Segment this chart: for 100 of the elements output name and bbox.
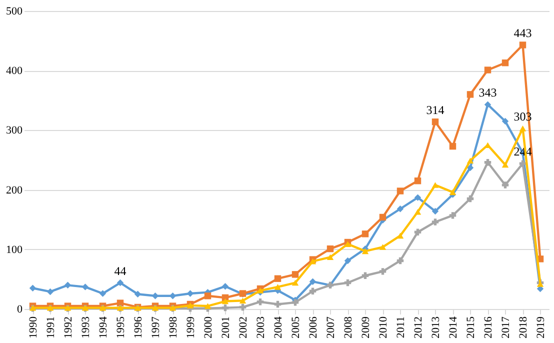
x-tick-label: 2002 bbox=[237, 316, 250, 338]
point bbox=[46, 288, 54, 296]
point bbox=[239, 298, 246, 304]
y-tick-label: 400 bbox=[6, 65, 23, 78]
point bbox=[186, 290, 194, 297]
point bbox=[344, 279, 352, 286]
y-tick-label: 200 bbox=[6, 184, 23, 196]
x-tick-label: 2008 bbox=[342, 316, 354, 338]
point bbox=[292, 299, 299, 306]
x-tick-label: 2019 bbox=[534, 316, 547, 338]
point bbox=[222, 304, 229, 312]
point bbox=[502, 162, 509, 168]
point bbox=[396, 257, 404, 264]
point bbox=[484, 101, 492, 108]
point bbox=[432, 208, 439, 215]
point bbox=[116, 279, 124, 286]
data-label: 443 bbox=[514, 26, 532, 40]
x-tick-label: 2016 bbox=[482, 316, 494, 338]
point bbox=[466, 195, 474, 202]
point bbox=[204, 292, 212, 300]
point bbox=[64, 282, 72, 289]
x-tick-label: 2013 bbox=[430, 316, 442, 338]
x-tick-label: 2015 bbox=[464, 316, 477, 338]
point bbox=[449, 189, 456, 196]
point bbox=[309, 278, 316, 285]
point bbox=[396, 206, 404, 212]
x-tick-label: 2001 bbox=[220, 316, 232, 338]
y-tick-label: 100 bbox=[6, 244, 23, 256]
x-tick-label: 1997 bbox=[150, 316, 162, 338]
point bbox=[432, 182, 439, 188]
point bbox=[466, 158, 474, 164]
point bbox=[222, 298, 229, 304]
point bbox=[396, 232, 404, 239]
point bbox=[502, 118, 509, 125]
x-tick-label: 1998 bbox=[167, 316, 180, 338]
point bbox=[292, 280, 299, 286]
point bbox=[274, 300, 282, 308]
point bbox=[274, 275, 282, 282]
x-tick-label: 2005 bbox=[290, 316, 302, 338]
point bbox=[502, 60, 509, 66]
x-tick-label: 2011 bbox=[394, 316, 407, 338]
x-tick-label: 2003 bbox=[254, 316, 267, 338]
point bbox=[414, 178, 422, 184]
point bbox=[396, 188, 404, 194]
x-tick-label: 1994 bbox=[97, 316, 110, 338]
point bbox=[466, 91, 474, 98]
point bbox=[449, 212, 456, 219]
point bbox=[432, 118, 439, 126]
point bbox=[204, 303, 212, 309]
point bbox=[29, 284, 36, 292]
x-tick-label: 2014 bbox=[447, 316, 460, 338]
point bbox=[502, 182, 509, 188]
point bbox=[519, 42, 526, 48]
point bbox=[169, 292, 176, 300]
point bbox=[484, 159, 492, 166]
point bbox=[414, 208, 422, 215]
x-tick-label: 2018 bbox=[517, 316, 530, 338]
point bbox=[256, 288, 264, 294]
point bbox=[379, 244, 386, 250]
point bbox=[116, 300, 124, 306]
x-tick-label: 2006 bbox=[307, 316, 320, 338]
point bbox=[519, 160, 526, 167]
point bbox=[432, 218, 439, 226]
point bbox=[274, 284, 282, 290]
x-tick-label: 2010 bbox=[377, 316, 390, 338]
point bbox=[292, 271, 299, 278]
point bbox=[326, 245, 334, 252]
point bbox=[466, 164, 474, 172]
point bbox=[222, 283, 229, 290]
point bbox=[362, 230, 369, 238]
x-tick-label: 2000 bbox=[202, 316, 214, 338]
x-tick-label: 2009 bbox=[360, 316, 372, 338]
x-tick-label: 1999 bbox=[184, 316, 197, 338]
point bbox=[449, 142, 456, 150]
y-tick-label: 0 bbox=[17, 304, 23, 316]
data-label: 44 bbox=[114, 264, 126, 278]
point bbox=[344, 257, 352, 264]
point bbox=[379, 268, 386, 275]
y-tick-label: 300 bbox=[6, 124, 23, 137]
point bbox=[239, 304, 246, 311]
point bbox=[414, 194, 422, 201]
x-tick-label: 1996 bbox=[132, 316, 144, 338]
point bbox=[379, 214, 386, 221]
data-label: 314 bbox=[426, 102, 444, 117]
point bbox=[484, 66, 492, 74]
y-tick-label: 500 bbox=[6, 6, 23, 18]
point bbox=[362, 272, 369, 279]
point bbox=[82, 284, 89, 290]
x-tick-label: 1995 bbox=[114, 316, 127, 338]
x-tick-label: 1992 bbox=[62, 316, 74, 338]
x-tick-label: 1990 bbox=[27, 316, 40, 338]
x-tick-label: 2012 bbox=[412, 316, 424, 338]
point bbox=[256, 298, 264, 306]
point bbox=[326, 254, 334, 260]
point bbox=[414, 228, 422, 236]
x-tick-label: 2017 bbox=[500, 316, 512, 338]
point bbox=[362, 248, 369, 254]
point bbox=[134, 290, 142, 298]
data-label: 343 bbox=[478, 86, 497, 100]
point bbox=[309, 288, 316, 294]
